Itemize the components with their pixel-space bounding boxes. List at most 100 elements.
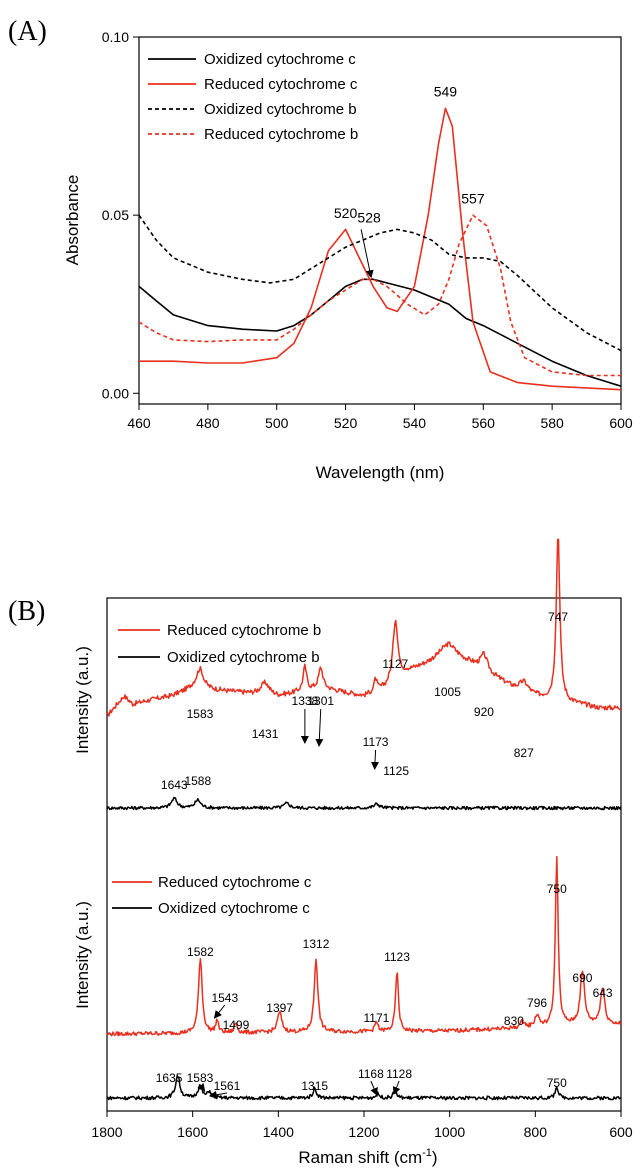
x-tick-label: 600 — [609, 1124, 633, 1140]
peak-label: 1583 — [187, 1071, 214, 1085]
x-tick-label: 1000 — [434, 1124, 465, 1140]
x-tick-label: 460 — [127, 415, 151, 431]
panel-b-frame — [106, 597, 622, 1112]
panel-a-label: (A) — [8, 16, 47, 47]
panel-a-frame — [138, 36, 622, 405]
legend-entry: Reduced cytochrome c — [158, 874, 312, 891]
x-tick-label: 580 — [540, 415, 564, 431]
legend-entry: Reduced cytochrome c — [204, 76, 358, 93]
peak-arrow — [213, 1004, 226, 1019]
spectrum-reduced-cytochrome-c — [106, 855, 622, 1037]
peak-label: 1635 — [156, 1071, 183, 1085]
peak-label: 1125 — [383, 764, 409, 778]
legend-entry: Oxidized cytochrome c — [204, 51, 356, 68]
peak-label: 750 — [547, 882, 567, 896]
panel-b-xlabel-close: ) — [432, 1148, 438, 1167]
peak-label: 528 — [357, 209, 381, 225]
peak-label: 1005 — [434, 685, 461, 699]
series-line-oxidized-cytochrome-b — [138, 214, 622, 352]
x-tick-label: 1800 — [91, 1124, 122, 1140]
legend-entry: Reduced cytochrome b — [204, 126, 358, 143]
peak-label: 747 — [548, 610, 568, 624]
peak-label: 1338 — [292, 694, 319, 708]
panel-b-ticks: 1800 1600 1400 1200 1000 800 600 — [91, 1111, 633, 1140]
peak-label: 750 — [547, 1076, 567, 1090]
peak-arrow — [392, 1080, 401, 1095]
peak-arrow — [360, 229, 374, 279]
peak-label: 920 — [474, 705, 494, 719]
y-tick-label: 0.00 — [102, 385, 129, 401]
peak-label: 549 — [434, 84, 458, 100]
x-tick-label: 500 — [265, 415, 289, 431]
series-line-reduced-cytochrome-c — [139, 107, 622, 391]
peak-label: 1312 — [303, 937, 330, 951]
x-tick-label: 600 — [609, 415, 633, 431]
spectrum-reduced-cytochrome-b — [106, 538, 622, 717]
peak-arrow — [208, 1090, 228, 1099]
peak-label: 557 — [461, 191, 485, 207]
panel-a-ylabel: Absorbance — [63, 175, 82, 266]
panel-b-xlabel: Raman shift (cm-1) — [298, 1147, 437, 1167]
panel-b-xlabel-main: Raman shift (cm — [298, 1148, 422, 1167]
panel-a-legend: Oxidized cytochrome c Reduced cytochrome … — [148, 51, 358, 143]
x-tick-label: 520 — [334, 415, 358, 431]
peak-arrow — [197, 1083, 206, 1092]
panel-b-ylabel-top: Intensity (a.u.) — [73, 646, 92, 754]
panel-b: (B) 1800 1600 1400 1200 1000 800 600 Reduced c… — [8, 538, 633, 1167]
peak-label: 1128 — [386, 1067, 412, 1081]
panel-a-ticks: 460 480 500 520 540 560 580 600 0.00 0.05 0.10 — [102, 29, 633, 431]
peak-label: 1171 — [364, 1011, 390, 1025]
peak-label: 1301 — [307, 694, 334, 708]
x-tick-label: 560 — [472, 415, 496, 431]
peak-label: 1561 — [214, 1079, 241, 1093]
peak-label: 1588 — [184, 774, 211, 788]
peak-label: 1397 — [266, 1001, 293, 1015]
panel-b-legend: Reduced cytochrome b Oxidized cytochrome … — [112, 622, 321, 917]
peak-label: 643 — [593, 986, 613, 1000]
panel-a-series — [138, 107, 622, 391]
panel-b-label: (B) — [8, 596, 45, 627]
panel-a: (A) 460 480 500 520 540 560 580 600 0.00 0.05 0.10… — [8, 16, 633, 482]
panel-a-xlabel: Wavelength (nm) — [316, 463, 445, 482]
panel-b-xlabel-sup: -1 — [422, 1147, 432, 1159]
panel-b-ylabel-bottom: Intensity (a.u.) — [73, 901, 92, 1009]
x-tick-label: 800 — [524, 1124, 548, 1140]
peak-label: 690 — [572, 971, 592, 985]
series-line-reduced-cytochrome-b — [138, 214, 621, 377]
peak-arrow — [371, 749, 380, 770]
peak-label: 1583 — [187, 707, 214, 721]
peak-label: 1123 — [384, 950, 410, 964]
panel-b-series — [106, 538, 622, 1101]
peak-label: 1173 — [363, 735, 389, 749]
peak-label: 1315 — [301, 1079, 328, 1093]
peak-label: 827 — [514, 746, 534, 760]
x-tick-label: 1200 — [348, 1124, 379, 1140]
x-tick-label: 480 — [196, 415, 220, 431]
peak-label: 520 — [334, 205, 358, 221]
panel-a-annotations: 520 528 549 557 — [334, 84, 485, 279]
x-tick-label: 1600 — [177, 1124, 208, 1140]
x-tick-label: 1400 — [263, 1124, 294, 1140]
peak-label: 1431 — [252, 727, 279, 741]
y-tick-label: 0.05 — [102, 207, 129, 223]
spectrum-oxidized-cytochrome-b — [106, 796, 622, 811]
x-tick-label: 540 — [403, 415, 427, 431]
legend-entry: Reduced cytochrome b — [167, 622, 321, 639]
y-tick-label: 0.10 — [102, 29, 129, 45]
peak-label: 796 — [527, 996, 547, 1010]
legend-entry: Oxidized cytochrome c — [158, 900, 310, 917]
peak-label: 830 — [504, 1014, 524, 1028]
legend-entry: Oxidized cytochrome b — [167, 649, 320, 666]
peak-label: 1168 — [358, 1067, 384, 1081]
peak-label: 1499 — [223, 1018, 250, 1032]
peak-label: 1582 — [187, 945, 214, 959]
peak-label: 1127 — [382, 657, 408, 671]
peak-arrow — [370, 1080, 378, 1096]
peak-label: 1543 — [211, 991, 238, 1005]
spectrum-oxidized-cytochrome-c — [106, 1075, 622, 1101]
peak-arrow — [315, 708, 324, 747]
legend-entry: Oxidized cytochrome b — [204, 101, 357, 118]
peak-label: 1643 — [161, 778, 188, 792]
